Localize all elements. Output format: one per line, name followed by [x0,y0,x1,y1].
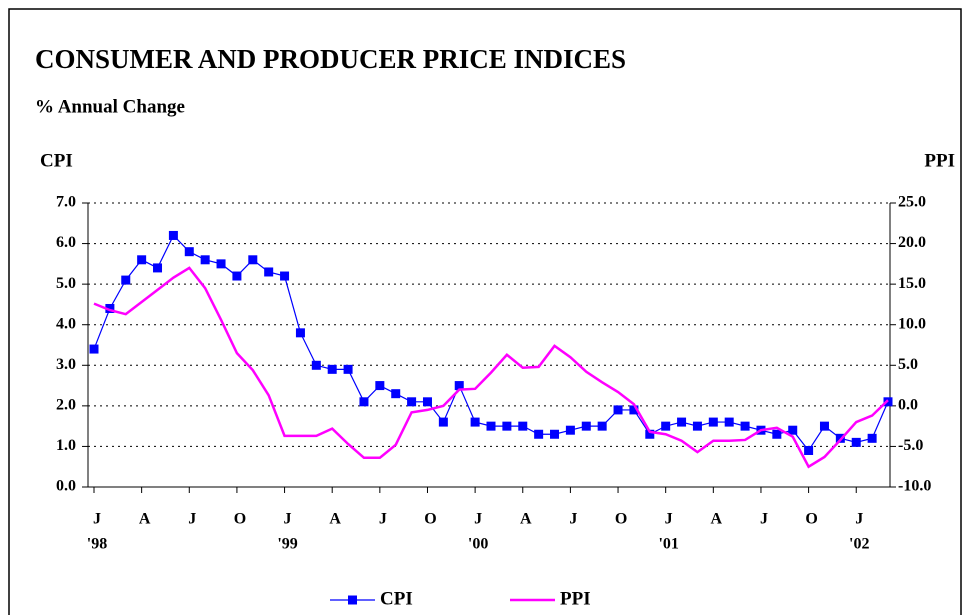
series-marker [867,433,877,443]
x-tick-label: A [520,511,532,528]
series-marker [248,255,258,265]
series-marker [438,417,448,427]
series-marker [677,417,687,427]
y-tick-label: 0.0 [56,478,76,495]
series-marker [629,405,639,415]
series-marker [772,429,782,439]
series-marker [454,381,464,391]
series-marker [534,429,544,439]
series-marker [105,303,115,313]
y2-tick-label: 0.0 [898,397,918,414]
y-tick-label: 6.0 [56,234,76,251]
x-tick-label: O [234,511,246,528]
series-marker [708,417,718,427]
series-marker [89,344,99,354]
y-tick-label: 4.0 [56,315,76,332]
legend-label: PPI [560,588,591,609]
y2-axis-label: PPI [924,150,955,171]
x-tick-label: J [474,511,482,528]
series-marker [740,421,750,431]
y-tick-label: 5.0 [56,275,76,292]
series-marker [550,429,560,439]
x-tick-label: J [379,511,387,528]
series-marker [327,364,337,374]
y2-tick-label: -5.0 [898,437,923,454]
series-marker [184,247,194,257]
series-marker [343,364,353,374]
series-marker [486,421,496,431]
x-tick-label: O [424,511,436,528]
x-tick-label: J [855,511,863,528]
series-marker [407,397,417,407]
series-marker [692,421,702,431]
x-tick-label: J [760,511,768,528]
y-tick-label: 1.0 [56,437,76,454]
series-marker [804,445,814,455]
y2-tick-label: 20.0 [898,234,926,251]
series-marker [280,271,290,281]
x-tick-label: A [711,511,723,528]
frame [8,8,962,615]
series-marker [470,417,480,427]
x-year-label: '99 [277,536,297,553]
series-line [93,234,889,452]
series-marker [232,271,242,281]
series-marker [645,429,655,439]
x-tick-label: J [188,511,196,528]
series-marker [422,397,432,407]
x-tick-label: A [139,511,151,528]
x-tick-label: J [665,511,673,528]
x-tick-label: O [805,511,817,528]
x-tick-label: J [284,511,292,528]
series-marker [565,425,575,435]
x-year-label: '01 [658,536,678,553]
series-marker [819,421,829,431]
series-marker [851,437,861,447]
series-marker [295,328,305,338]
x-tick-label: J [569,511,577,528]
series-marker [216,259,226,269]
y2-tick-label: -10.0 [898,478,931,495]
series-marker [311,360,321,370]
series-marker [264,267,274,277]
series-marker [153,263,163,273]
chart-title: CONSUMER AND PRODUCER PRICE INDICES [35,44,626,74]
series-marker [137,255,147,265]
series-marker [168,230,178,240]
series-marker [502,421,512,431]
series-marker [597,421,607,431]
y-axis-label: CPI [40,150,73,171]
series-marker [724,417,734,427]
series-marker [375,381,385,391]
chart-subtitle: % Annual Change [35,96,185,117]
y2-tick-label: 25.0 [898,194,926,211]
x-year-label: '02 [849,536,869,553]
x-year-label: '00 [468,536,488,553]
y-tick-label: 7.0 [56,194,76,211]
y2-tick-label: 15.0 [898,275,926,292]
series-marker [613,405,623,415]
series-marker [581,421,591,431]
series-marker [200,255,210,265]
series-marker [788,425,798,435]
series-marker [121,275,131,285]
x-tick-label: J [93,511,101,528]
x-tick-label: O [615,511,627,528]
series-line [93,266,889,469]
y2-tick-label: 10.0 [898,315,926,332]
y2-tick-label: 5.0 [898,356,918,373]
y-tick-label: 2.0 [56,397,76,414]
x-tick-label: A [329,511,341,528]
series-marker [661,421,671,431]
y-tick-label: 3.0 [56,356,76,373]
x-year-label: '98 [87,536,107,553]
legend-label: CPI [380,588,413,609]
series-marker [518,421,528,431]
series-marker [359,397,369,407]
series-marker [391,389,401,399]
legend-marker [348,595,357,605]
